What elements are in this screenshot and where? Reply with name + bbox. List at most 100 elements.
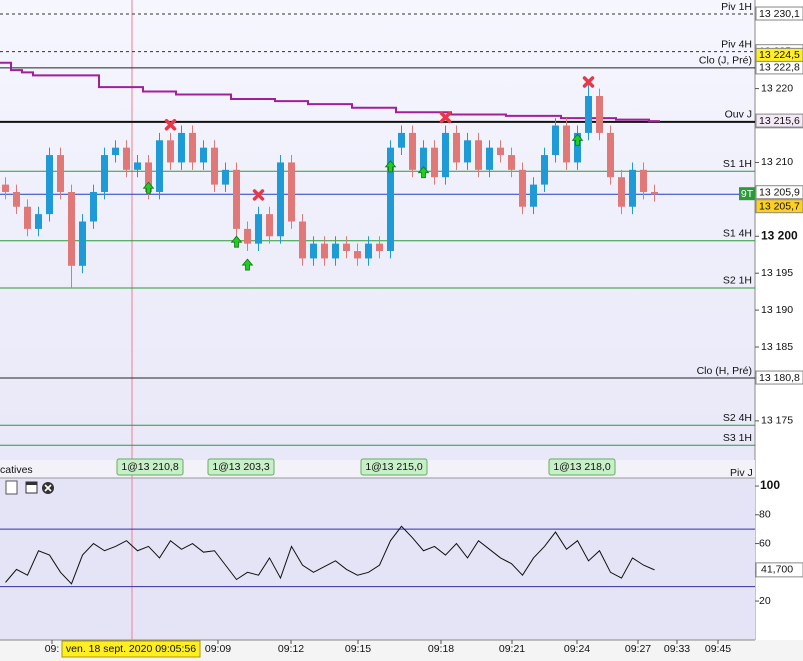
- osc-tick-label: 100: [760, 478, 780, 492]
- osc-value-box: [755, 562, 803, 578]
- level-name: S3 1H: [723, 432, 752, 444]
- level-box-label: 13 222,8: [759, 62, 800, 74]
- candle-body: [35, 214, 42, 229]
- candle-body: [398, 132, 405, 148]
- candle-body: [409, 132, 416, 170]
- candle-body: [310, 243, 317, 259]
- candle-body: [563, 125, 570, 163]
- osc-tick-label: 60: [759, 537, 771, 549]
- candle-body: [68, 191, 75, 266]
- candle-body: [178, 132, 185, 163]
- x-tick-label: 09:15: [345, 643, 371, 655]
- candle-body: [167, 140, 174, 163]
- oscillator-panel: [0, 478, 755, 640]
- y-tick-label: 13 175: [761, 415, 793, 427]
- level-name: S2 4H: [723, 412, 752, 424]
- tool-icon[interactable]: [5, 480, 18, 495]
- candle-body: [57, 155, 64, 192]
- candle-body: [596, 95, 603, 133]
- price-box-label: 13 205,9: [759, 186, 800, 198]
- order-tag: [360, 458, 428, 476]
- candle-body: [277, 162, 284, 237]
- candle-body: [387, 147, 394, 252]
- price-box: [755, 47, 803, 62]
- y-tick-label: 13 200: [761, 228, 798, 242]
- candle-body: [332, 243, 339, 259]
- candle-body: [189, 132, 196, 163]
- x-tick-label: 09:12: [278, 643, 304, 655]
- candle-body: [46, 155, 53, 215]
- cursor-date: ven. 18 sept. 2020 09:05:56: [66, 643, 196, 655]
- x-tick-label: 09:09: [205, 643, 231, 655]
- candle-body: [420, 147, 427, 170]
- level-name: Ouv J: [725, 109, 752, 121]
- close-cross: [44, 484, 52, 492]
- level-name: S1 1H: [723, 158, 752, 170]
- order-tag: [207, 458, 275, 476]
- level-name: Piv 4H: [721, 38, 752, 50]
- candle-body: [101, 155, 108, 192]
- candle-body: [255, 214, 262, 244]
- candle-body: [145, 162, 152, 192]
- candle-body: [431, 147, 438, 178]
- order-tag-label: 1@13 203,3: [212, 461, 270, 473]
- x-tick-label: 09:33: [664, 643, 690, 655]
- x-tick-label: 09:: [45, 643, 60, 655]
- candle-body: [442, 132, 449, 178]
- candle-body: [233, 169, 240, 229]
- level-tag: [739, 187, 755, 201]
- candle-body: [211, 147, 218, 185]
- sell-cross: [164, 119, 177, 131]
- buy-arrow: [142, 181, 155, 194]
- buy-arrow: [417, 166, 430, 179]
- candle-body: [2, 184, 9, 192]
- candle-body: [299, 221, 306, 259]
- y-tick-label: 13 185: [761, 341, 793, 353]
- level-name: Piv 1H: [721, 1, 752, 13]
- buy-arrow: [230, 235, 243, 248]
- order-tag: [116, 458, 184, 476]
- candle-body: [156, 140, 163, 192]
- candle-body: [79, 221, 86, 266]
- candle-body: [453, 132, 460, 163]
- candle-body: [123, 147, 130, 170]
- candle-body: [607, 132, 614, 178]
- candle-body: [552, 125, 559, 156]
- tool-icon-bar: [26, 482, 37, 485]
- candle-body: [519, 169, 526, 207]
- panel-toolbar: [5, 480, 54, 495]
- candle-body: [354, 251, 361, 259]
- order-tag-label: 1@13 210,8: [121, 461, 179, 473]
- price-box-label: 13 224,5: [759, 49, 800, 61]
- candle-body: [321, 243, 328, 259]
- candle-body: [640, 169, 647, 192]
- candle-body: [464, 140, 471, 163]
- candle-body: [475, 140, 482, 170]
- candle-body: [244, 228, 251, 244]
- y-tick-label: 13 190: [761, 304, 793, 316]
- candle-body: [13, 191, 20, 207]
- x-tick-label: 09:27: [625, 643, 651, 655]
- order-tag-label: 1@13 218,0: [553, 461, 611, 473]
- y-tick-label: 13 220: [761, 82, 793, 94]
- candle-body: [222, 169, 229, 185]
- time-axis: [0, 640, 803, 661]
- candle-body: [629, 169, 636, 207]
- moving-average: [0, 61, 660, 123]
- x-tick-label: 09:21: [499, 643, 525, 655]
- price-axis: [755, 0, 803, 661]
- osc-value-label: 41,700: [761, 564, 793, 576]
- buy-arrow: [571, 133, 584, 146]
- candle-body: [574, 132, 581, 163]
- candle-body: [24, 206, 31, 229]
- buy-arrow: [384, 160, 397, 173]
- candle-body: [497, 147, 504, 156]
- sell-cross: [252, 189, 265, 201]
- level-box: [755, 370, 803, 385]
- candle-body: [288, 162, 295, 222]
- candle-body: [530, 184, 537, 207]
- osc-tick-label: 80: [759, 509, 771, 521]
- oscillator-line: [5, 525, 655, 585]
- level-name: S1 4H: [723, 227, 752, 239]
